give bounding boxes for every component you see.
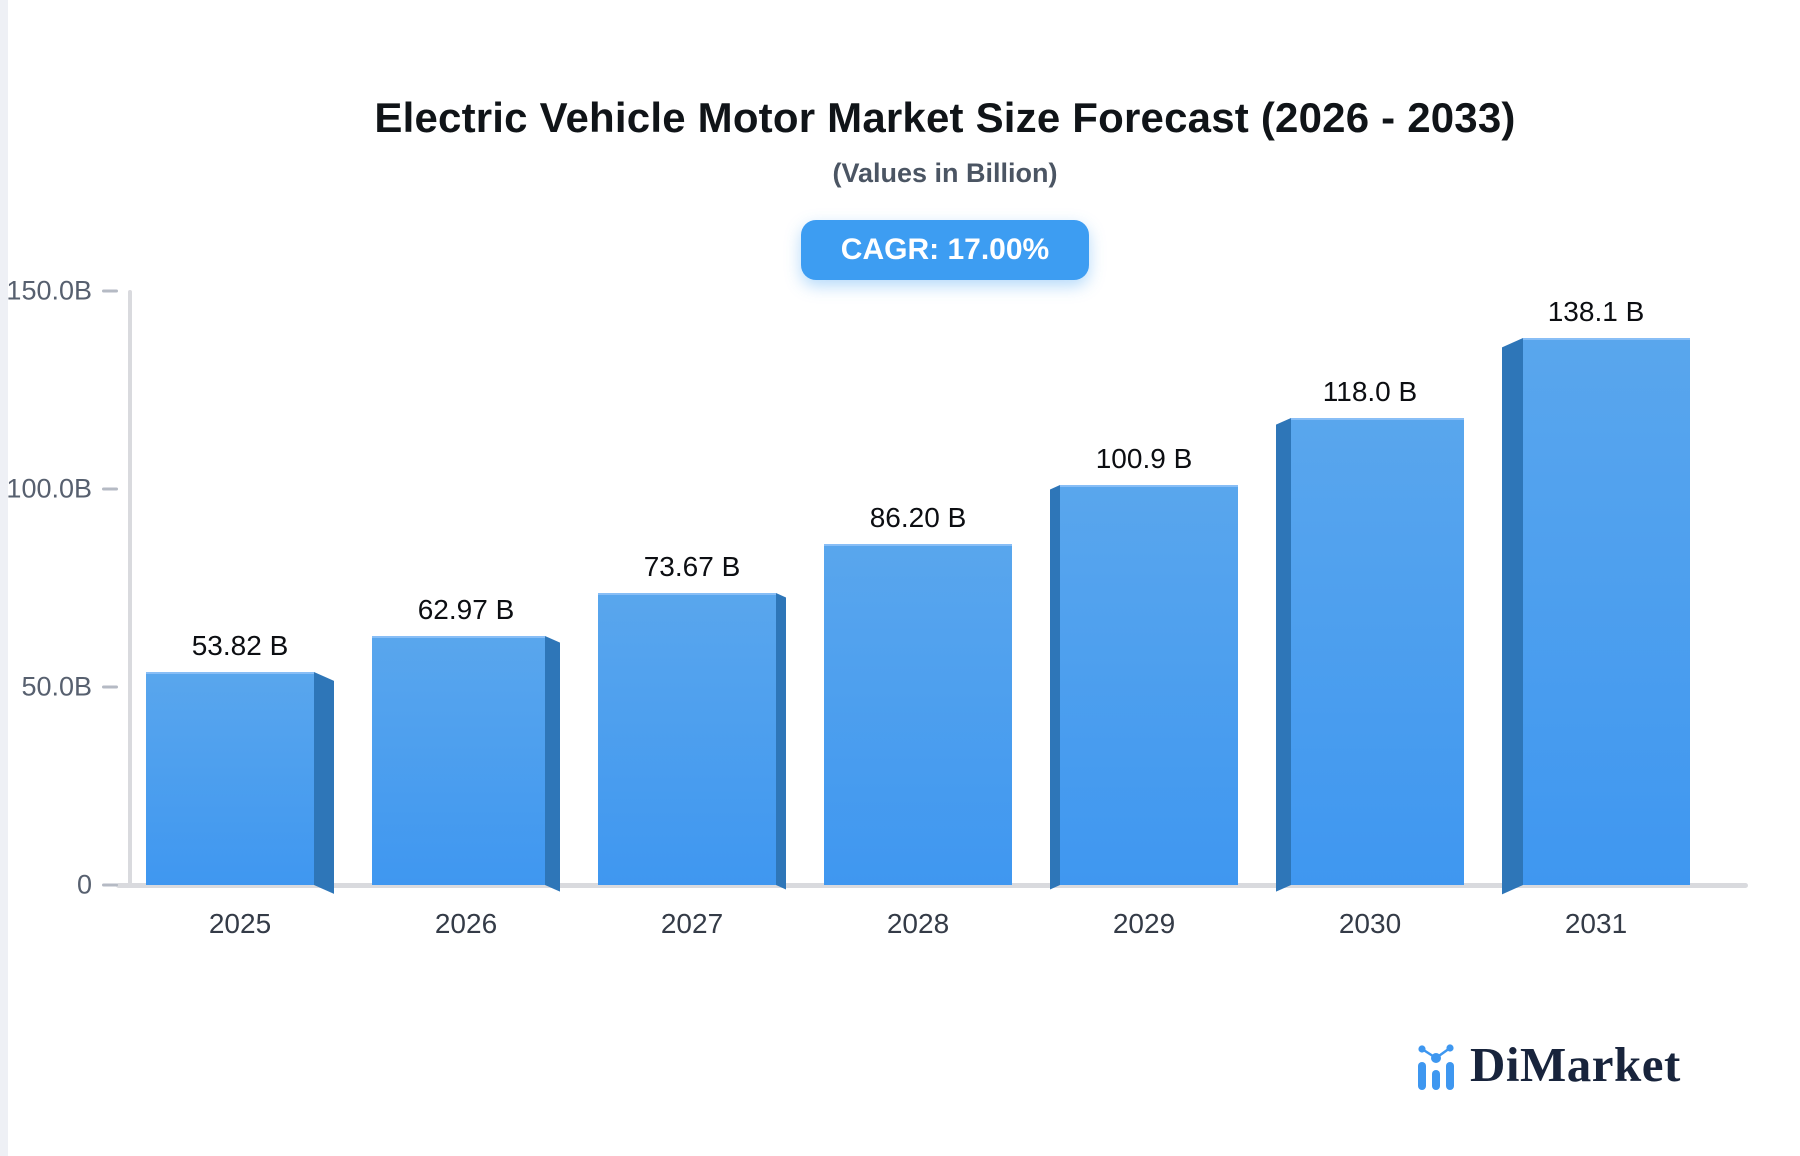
y-axis-line — [128, 290, 132, 888]
bar-face — [1060, 485, 1238, 885]
logo-text: DiMarket — [1470, 1037, 1681, 1092]
y-axis-tick-label: 0 — [76, 869, 92, 900]
y-axis-tick-mark — [102, 487, 118, 491]
x-axis-label: 2028 — [886, 908, 950, 939]
bar-face — [598, 593, 776, 885]
bar-2029[interactable]: 100.9 B — [1050, 443, 1238, 890]
y-axis-tick-label: 150.0B — [6, 275, 92, 306]
x-axis-label: 2027 — [660, 908, 724, 939]
bar-face — [372, 636, 545, 885]
bar-value-label: 118.0 B — [1322, 376, 1418, 407]
bar-side-3d — [1050, 485, 1060, 890]
bar-side-3d — [545, 636, 560, 892]
y-axis-tick-label: 50.0B — [21, 671, 92, 702]
y-axis-tick-mark — [102, 883, 118, 887]
dimarket-logo: DiMarket — [1416, 1040, 1681, 1090]
y-axis-tick-mark — [102, 289, 118, 293]
bar-face — [824, 544, 1012, 885]
y-axis-tick-label: 100.0B — [6, 473, 92, 504]
bar-face — [1523, 338, 1690, 885]
bar-face — [146, 672, 314, 885]
x-axis-label: 2026 — [434, 908, 498, 939]
x-axis-label: 2029 — [1112, 908, 1176, 939]
bar-2028[interactable]: 86.20 B — [824, 502, 1012, 885]
chart-subtitle: (Values in Billion) — [832, 158, 1058, 188]
bar-2031[interactable]: 138.1 B — [1502, 296, 1690, 895]
bar-value-label: 73.67 B — [643, 551, 741, 582]
bar-2025[interactable]: 53.82 B — [146, 630, 334, 894]
x-axis-line — [116, 883, 1748, 888]
chart-header: Electric Vehicle Motor Market Size Forec… — [90, 0, 1800, 280]
bar-side-3d — [1276, 418, 1291, 892]
x-axis-label: 2025 — [208, 908, 272, 939]
bar-value-label: 86.20 B — [869, 502, 967, 533]
y-axis-tick-mark — [102, 685, 118, 689]
x-axis-label: 2030 — [1338, 908, 1402, 939]
bar-side-3d — [1502, 338, 1523, 895]
bar-value-label: 53.82 B — [191, 630, 289, 661]
bar-side-3d — [314, 672, 334, 894]
bar-2027[interactable]: 73.67 B — [598, 551, 786, 890]
cagr-badge: CAGR: 17.00% — [800, 220, 1090, 280]
bar-2030[interactable]: 118.0 B — [1276, 376, 1464, 892]
bar-face — [1291, 418, 1464, 885]
bar-side-3d — [776, 593, 786, 890]
bar-value-label: 138.1 B — [1547, 296, 1645, 327]
bar-value-label: 62.97 B — [417, 594, 515, 625]
page-edge-strip — [0, 0, 8, 1156]
bar-value-label: 100.9 B — [1095, 443, 1193, 474]
bar-2026[interactable]: 62.97 B — [372, 594, 560, 892]
chart-title: Electric Vehicle Motor Market Size Forec… — [374, 94, 1516, 141]
x-axis-label: 2031 — [1564, 908, 1628, 939]
mini-bar-line-chart-icon — [1418, 1044, 1454, 1090]
